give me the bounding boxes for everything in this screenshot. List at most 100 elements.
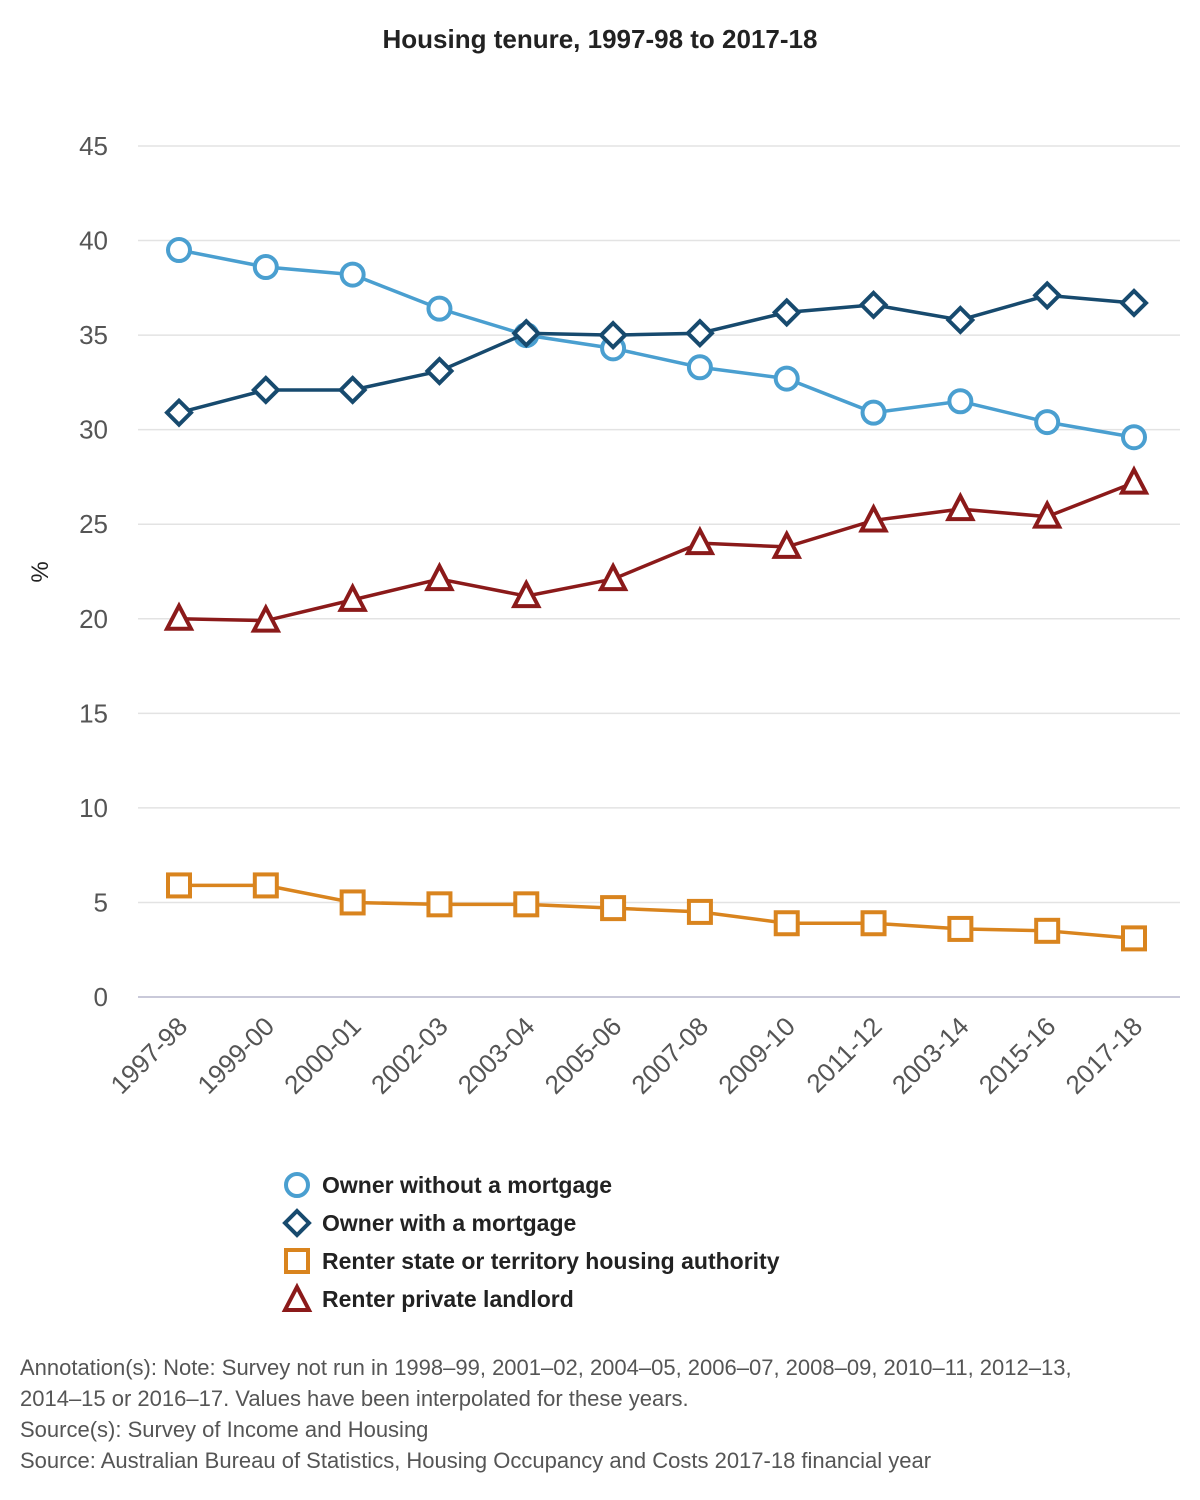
data-point[interactable] [426,891,453,918]
x-tick-label: 2015-16 [973,1011,1062,1100]
legend-label: Renter state or territory housing author… [322,1247,780,1274]
series-line [178,248,1135,439]
series-0 [166,237,1147,451]
legend-label: Owner without a mortgage [322,1171,613,1198]
source-abs: Source: Australian Bureau of Statistics,… [20,1448,932,1473]
series-line [178,293,1135,415]
y-tick-label: 25 [79,509,108,539]
x-tick-label: 2007-08 [625,1011,714,1100]
data-point[interactable] [686,354,713,381]
footnotes: Annotation(s): Note: Survey not run in 1… [20,1352,1200,1476]
data-point[interactable] [1121,424,1147,451]
data-point[interactable] [252,872,279,899]
legend-item-owner-with-mortgage[interactable]: Owner with a mortgage [280,1204,780,1242]
data-point[interactable] [166,872,192,899]
data-point[interactable] [166,237,192,264]
chart-title: Housing tenure, 1997-98 to 2017-18 [382,24,818,54]
data-point[interactable] [1119,288,1149,318]
y-tick-label: 30 [79,415,108,445]
x-tick-label: 2003-04 [452,1011,541,1100]
data-point[interactable] [164,397,194,428]
data-point[interactable] [339,889,366,916]
data-point[interactable] [597,561,629,592]
series-1 [164,280,1149,428]
legend-item-renter-private-landlord[interactable]: Renter private landlord [280,1280,780,1318]
data-point[interactable] [339,261,366,288]
data-point[interactable] [685,318,715,349]
square-marker-icon [284,1248,310,1274]
data-point[interactable] [510,578,542,609]
x-tick-label: 1997-98 [105,1011,194,1100]
y-tick-label: 35 [79,320,108,350]
data-point[interactable] [163,601,195,631]
data-point[interactable] [600,895,627,922]
data-point[interactable] [1031,499,1063,529]
data-point[interactable] [947,388,974,415]
legend: Owner without a mortgage Owner with a mo… [280,1166,780,1318]
annotation-note: Annotation(s): Note: Survey not run in 1… [20,1355,1072,1380]
diamond-marker-icon [282,1208,312,1238]
y-axis-ticks: 0 5 10 15 20 25 30 35 40 45 [79,131,108,1012]
data-point[interactable] [337,375,368,405]
source-survey: Source(s): Survey of Income and Housing [20,1417,429,1442]
y-tick-label: 10 [79,793,108,823]
data-point[interactable] [1121,925,1147,952]
legend-item-renter-state-housing[interactable]: Renter state or territory housing author… [280,1242,780,1280]
gridlines [138,145,1180,998]
y-axis-label: % [27,561,54,582]
data-point[interactable] [860,399,887,426]
data-point[interactable] [337,582,368,612]
circle-marker-icon [284,1172,310,1198]
data-point[interactable] [511,318,542,349]
y-tick-label: 45 [79,131,108,161]
legend-label: Renter private landlord [322,1285,574,1312]
data-point[interactable] [1032,280,1063,311]
x-tick-label: 1999-00 [191,1011,280,1100]
legend-label: Owner with a mortgage [322,1209,577,1236]
data-point[interactable] [945,491,976,522]
series-line [179,883,1135,941]
data-point[interactable] [858,290,889,320]
series-lines [163,237,1150,952]
data-point[interactable] [598,320,628,350]
legend-item-owner-without-mortgage[interactable]: Owner without a mortgage [280,1166,780,1204]
series-3 [163,465,1150,633]
data-point[interactable] [250,603,282,633]
y-tick-label: 5 [94,887,108,917]
data-point[interactable] [1034,409,1061,436]
y-tick-label: 15 [79,698,108,728]
data-point[interactable] [1118,465,1150,495]
data-point[interactable] [945,305,976,335]
data-point[interactable] [771,297,802,328]
x-tick-label: 2017-18 [1060,1011,1149,1100]
data-point[interactable] [773,910,800,937]
line-chart: 0 5 10 15 20 25 30 35 40 45 % 1997-981999-002000-… [27,131,1180,1100]
data-point[interactable] [1034,917,1061,944]
series-line [178,480,1135,623]
data-point[interactable] [513,891,540,918]
x-tick-label: 2000-01 [278,1011,367,1100]
y-tick-label: 0 [94,982,108,1012]
x-tick-label: 2005-06 [539,1011,628,1100]
data-point[interactable] [252,254,279,281]
series-2 [166,872,1147,952]
x-tick-label: 2009-10 [712,1011,801,1100]
data-point[interactable] [773,365,800,392]
x-tick-label: 2011-12 [800,1011,887,1098]
data-point[interactable] [860,910,887,937]
data-point[interactable] [771,529,803,559]
x-tick-label: 2003-14 [886,1011,975,1100]
data-point[interactable] [858,503,889,533]
data-point[interactable] [424,356,455,386]
x-axis-ticks: 1997-981999-002000-012002-032003-042005-… [105,1011,1149,1100]
x-tick-label: 2002-03 [365,1011,454,1100]
annotation-note-continued: 2014–15 or 2016–17. Values have been int… [20,1386,689,1411]
data-point[interactable] [250,375,281,405]
data-point[interactable] [424,561,455,592]
triangle-marker-icon [281,1282,313,1312]
data-point[interactable] [684,525,716,556]
data-point[interactable] [947,915,974,942]
y-tick-label: 40 [79,226,108,256]
data-point[interactable] [426,295,453,322]
data-point[interactable] [686,898,713,925]
